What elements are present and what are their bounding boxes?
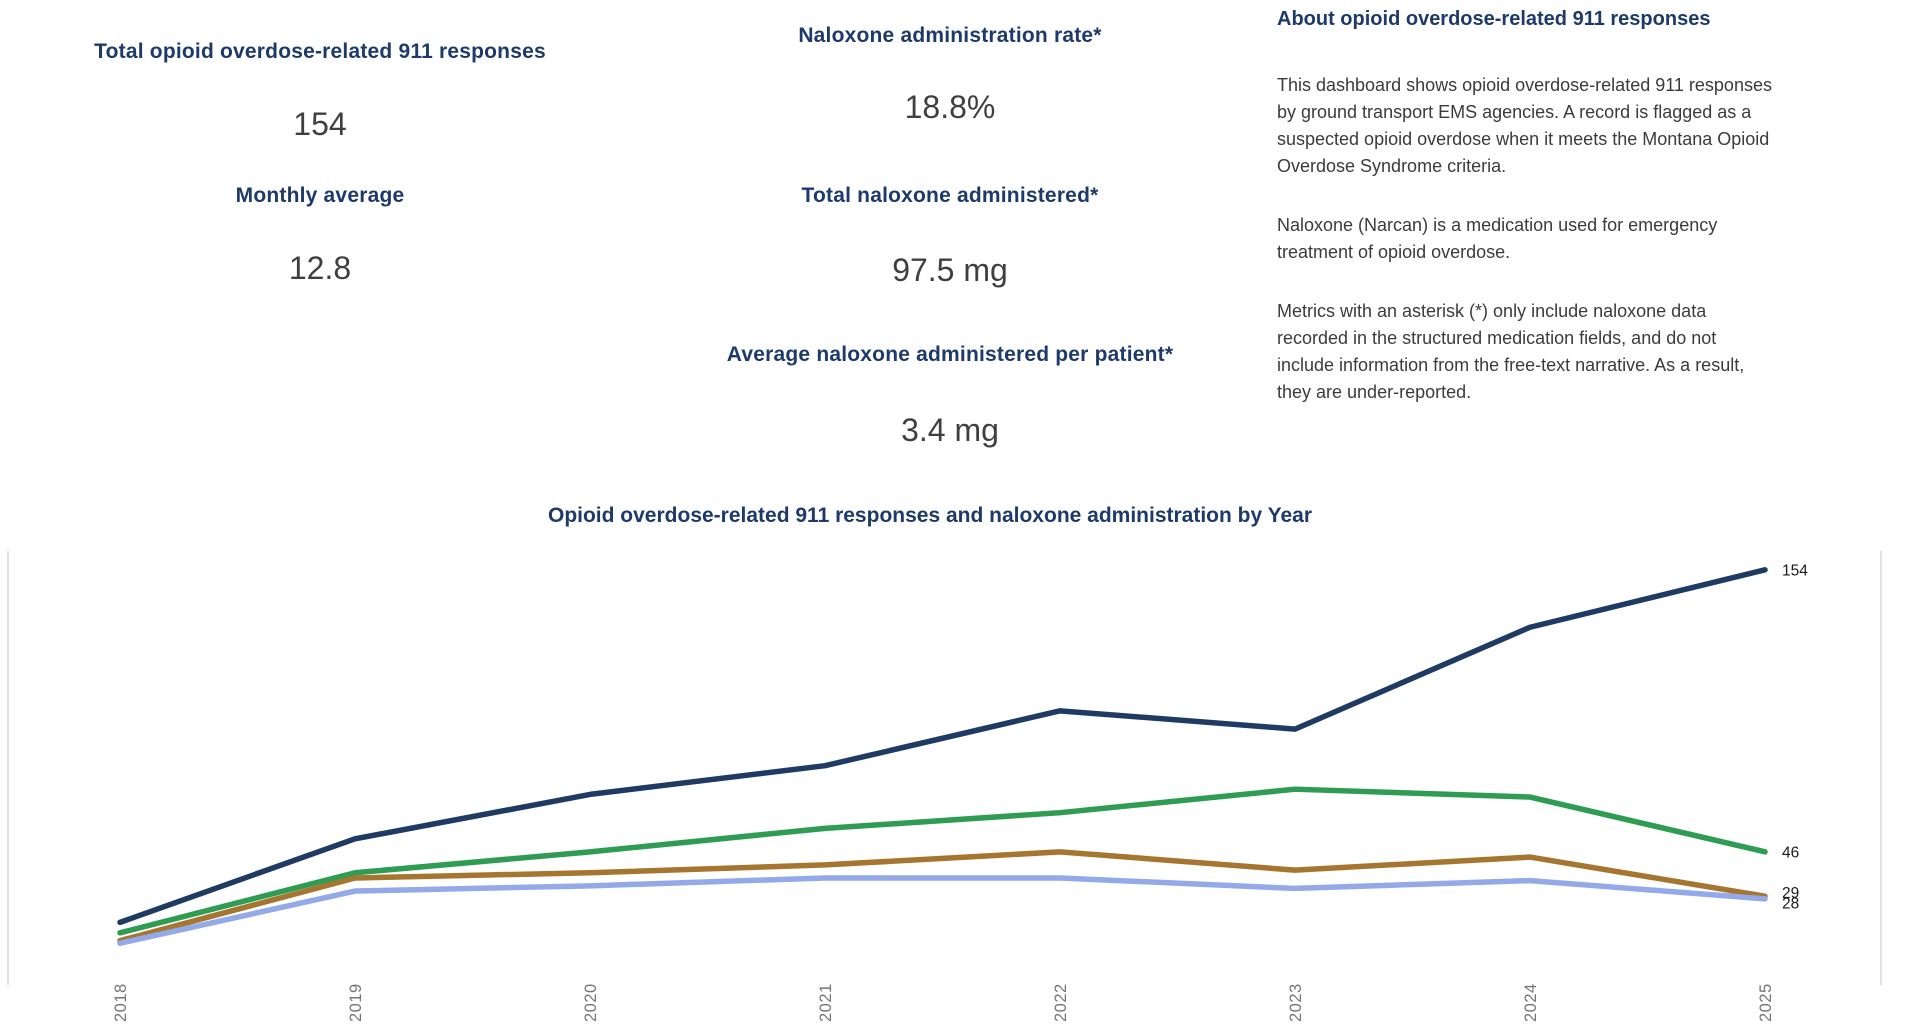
end-label-series-green: 46 — [1782, 844, 1799, 861]
x-axis-label-2021: 2021 — [817, 983, 835, 1022]
end-label-series-brown: 29 — [1782, 885, 1799, 902]
about-paragraph-naloxone: Naloxone (Narcan) is a medication used f… — [1277, 215, 1718, 262]
x-axis-label-2024: 2024 — [1522, 983, 1540, 1022]
kpi-column-naloxone: Naloxone administration rate* 18.8% Tota… — [620, 0, 1280, 470]
x-axis-label-2022: 2022 — [1052, 983, 1070, 1022]
kpi-column-responses: Total opioid overdose-related 911 respon… — [0, 0, 640, 300]
about-paragraph-dashboard: This dashboard shows opioid overdose-rel… — [1277, 75, 1772, 176]
kpi-average-naloxone-value: 3.4 mg — [901, 412, 999, 448]
chart-lines-group — [117, 567, 1768, 947]
kpi-total-responses-label: Total opioid overdose-related 911 respon… — [94, 40, 546, 63]
x-axis-label-2025: 2025 — [1757, 983, 1775, 1022]
about-title: About opioid overdose-related 911 respon… — [1277, 8, 1711, 30]
x-axis-label-2019: 2019 — [347, 983, 365, 1022]
x-axis-label-2018: 2018 — [112, 983, 130, 1022]
kpi-total-naloxone-label: Total naloxone administered* — [801, 184, 1099, 207]
kpi-naloxone-rate-value: 18.8% — [904, 89, 996, 125]
chart-title: Opioid overdose-related 911 responses an… — [547, 504, 1313, 527]
kpi-monthly-average-label: Monthly average — [235, 184, 405, 207]
kpi-naloxone-rate-label: Naloxone administration rate* — [798, 24, 1102, 47]
x-axis-labels-group: 2018 2019 2020 2021 2022 2023 2024 2025 — [112, 983, 1775, 1022]
kpi-total-responses-value: 154 — [293, 106, 347, 142]
line-chart: 154 46 29 28 2018 2019 2020 2021 2022 2023 2024 20… — [0, 545, 1920, 1024]
about-paragraph-asterisk: Metrics with an asterisk (*) only includ… — [1277, 301, 1745, 402]
end-label-series-navy: 154 — [1782, 562, 1808, 579]
chart-line-series-navy[interactable] — [117, 567, 1768, 926]
end-label-series-periwinkle: 28 — [1782, 895, 1799, 912]
chart-line-series-green[interactable] — [117, 786, 1768, 936]
kpi-monthly-average-value: 12.8 — [288, 250, 352, 286]
chart-line-series-brown[interactable] — [117, 849, 1768, 944]
x-axis-label-2020: 2020 — [582, 983, 600, 1022]
kpi-average-naloxone-label: Average naloxone administered per patien… — [726, 343, 1174, 366]
x-axis-label-2023: 2023 — [1287, 983, 1305, 1022]
chart-line-series-periwinkle[interactable] — [117, 875, 1768, 947]
kpi-total-naloxone-value: 97.5 mg — [892, 252, 1008, 288]
